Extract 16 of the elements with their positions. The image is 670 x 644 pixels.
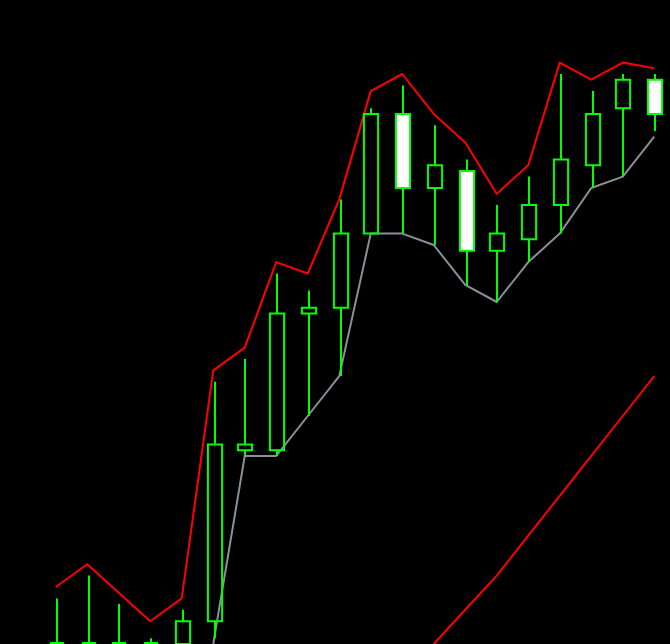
candlestick [614,73,632,178]
candlestick [206,380,224,640]
candlestick [584,90,602,189]
candlestick [426,124,444,246]
candlestick [520,175,538,264]
candlestick [174,608,192,644]
candlestick [236,358,254,457]
candlestick [110,603,128,644]
candlestick [488,204,506,303]
candlestick [332,198,350,378]
candlestick [300,289,318,417]
candlestick [48,597,66,644]
candlestick [80,574,98,644]
candlestick [552,73,570,235]
candlestick [268,272,286,457]
candlestick [362,107,380,235]
